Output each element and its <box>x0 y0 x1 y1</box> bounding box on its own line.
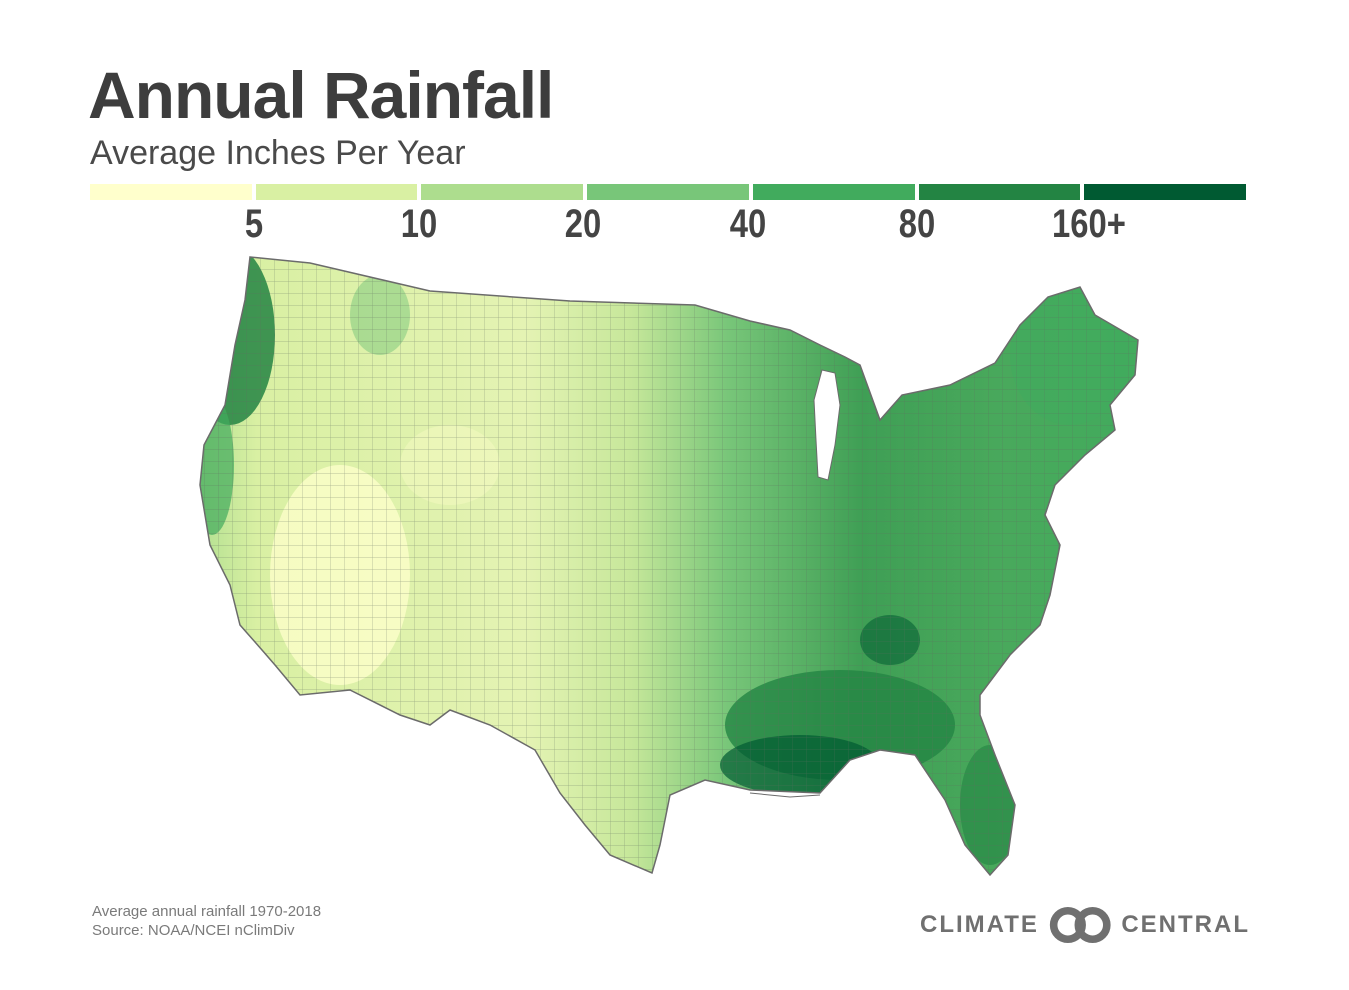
legend-swatch-7 <box>1084 184 1247 200</box>
brand-word-left: CLIMATE <box>920 911 1039 938</box>
legend-swatch-1 <box>90 184 252 200</box>
legend-tick-40: 40 <box>729 202 767 246</box>
legend-swatch-6 <box>918 184 1081 200</box>
legend-tick-20: 20 <box>564 202 602 246</box>
legend-tick-5: 5 <box>244 202 264 246</box>
legend-swatch-4 <box>587 184 749 200</box>
climate-central-logo: CLIMATE CENTRAL <box>920 904 1250 946</box>
color-legend <box>90 184 1247 200</box>
brand-word-right: CENTRAL <box>1121 911 1250 938</box>
us-rainfall-map <box>199 256 1139 876</box>
rings-icon <box>1049 906 1111 944</box>
footnote: Average annual rainfall 1970-2018 Source… <box>92 902 321 940</box>
legend-tick-10: 10 <box>400 202 438 246</box>
map-subtitle: Average Inches Per Year <box>90 134 466 172</box>
legend-swatch-3 <box>421 184 584 200</box>
legend-swatch-5 <box>752 184 915 200</box>
legend-tick-80: 80 <box>898 202 936 246</box>
legend-swatch-2 <box>255 184 418 200</box>
footnote-source: Source: NOAA/NCEI nClimDiv <box>92 922 295 939</box>
legend-tick-160: 160+ <box>1052 202 1126 246</box>
map-title: Annual Rainfall <box>88 58 554 132</box>
footnote-period: Average annual rainfall 1970-2018 <box>92 903 322 920</box>
